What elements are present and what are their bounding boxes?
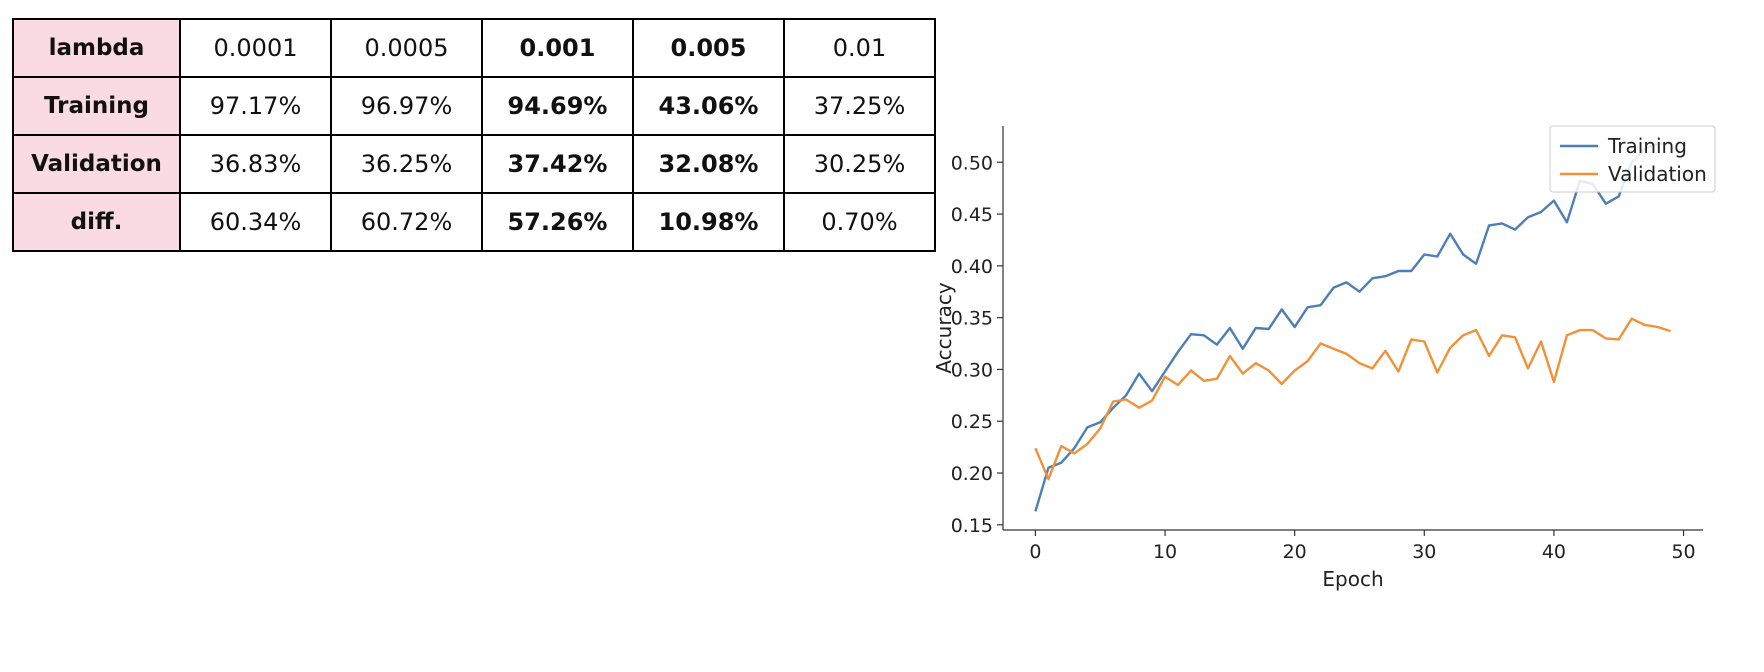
table-row-training: Training 97.17% 96.97% 94.69% 43.06% 37.… bbox=[12, 76, 936, 136]
table-cell: 0.0005 bbox=[330, 18, 483, 78]
x-tick-label: 20 bbox=[1283, 541, 1307, 563]
results-table: lambda 0.0001 0.0005 0.001 0.005 0.01 Tr… bbox=[12, 18, 936, 252]
x-tick-label: 10 bbox=[1153, 541, 1177, 563]
x-tick-label: 30 bbox=[1412, 541, 1436, 563]
y-tick-label: 0.20 bbox=[951, 463, 993, 485]
table-cell: 60.34% bbox=[179, 192, 332, 252]
accuracy-line-chart: 0 10 20 30 40 50 0.15 0.20 0.25 0.30 0.35 0.40 0.45 0… bbox=[935, 125, 1716, 591]
table-cell: 96.97% bbox=[330, 76, 483, 136]
chart-axes: 0 10 20 30 40 50 0.15 0.20 0.25 0.30 0.35 0.40 0.45 0… bbox=[951, 126, 1703, 563]
y-tick-label: 0.30 bbox=[951, 359, 993, 381]
legend-label-training: Training bbox=[1607, 134, 1687, 158]
table-row-validation: Validation 36.83% 36.25% 37.42% 32.08% 3… bbox=[12, 134, 936, 194]
y-tick-label: 0.50 bbox=[951, 152, 993, 174]
table-cell: 0.70% bbox=[783, 192, 936, 252]
x-tick-label: 0 bbox=[1029, 541, 1041, 563]
series-line-validation bbox=[1034, 317, 1671, 481]
table-row-diff: diff. 60.34% 60.72% 57.26% 10.98% 0.70% bbox=[12, 192, 936, 252]
table-cell: 37.25% bbox=[783, 76, 936, 136]
row-header-diff: diff. bbox=[12, 192, 181, 252]
chart-lines bbox=[1034, 142, 1671, 512]
row-header-lambda: lambda bbox=[12, 18, 181, 78]
x-tick-label: 50 bbox=[1671, 541, 1695, 563]
table-cell: 32.08% bbox=[632, 134, 785, 194]
y-axis-label: Accuracy bbox=[935, 282, 956, 373]
legend-box bbox=[1549, 125, 1716, 193]
table-row-lambda: lambda 0.0001 0.0005 0.001 0.005 0.01 bbox=[12, 18, 936, 78]
table-cell: 10.98% bbox=[632, 192, 785, 252]
x-axis-label: Epoch bbox=[1322, 567, 1383, 591]
y-tick-label: 0.40 bbox=[951, 256, 993, 278]
table-cell: 37.42% bbox=[481, 134, 634, 194]
table-cell: 43.06% bbox=[632, 76, 785, 136]
table-cell: 36.25% bbox=[330, 134, 483, 194]
x-tick-label: 40 bbox=[1542, 541, 1566, 563]
table-cell: 57.26% bbox=[481, 192, 634, 252]
row-header-training: Training bbox=[12, 76, 181, 136]
table-cell: 0.01 bbox=[783, 18, 936, 78]
table-cell: 0.005 bbox=[632, 18, 785, 78]
chart-legend: Training Validation bbox=[1549, 125, 1716, 193]
table-cell: 30.25% bbox=[783, 134, 936, 194]
legend-label-validation: Validation bbox=[1608, 162, 1707, 186]
table-cell: 0.001 bbox=[481, 18, 634, 78]
table-cell: 36.83% bbox=[179, 134, 332, 194]
table-cell: 94.69% bbox=[481, 76, 634, 136]
y-tick-label: 0.45 bbox=[951, 204, 993, 226]
y-tick-label: 0.15 bbox=[951, 515, 993, 537]
table-cell: 60.72% bbox=[330, 192, 483, 252]
row-header-validation: Validation bbox=[12, 134, 181, 194]
table-cell: 97.17% bbox=[179, 76, 332, 136]
series-line-training bbox=[1034, 142, 1671, 512]
y-tick-label: 0.25 bbox=[951, 411, 993, 433]
table-cell: 0.0001 bbox=[179, 18, 332, 78]
y-tick-label: 0.35 bbox=[951, 308, 993, 330]
